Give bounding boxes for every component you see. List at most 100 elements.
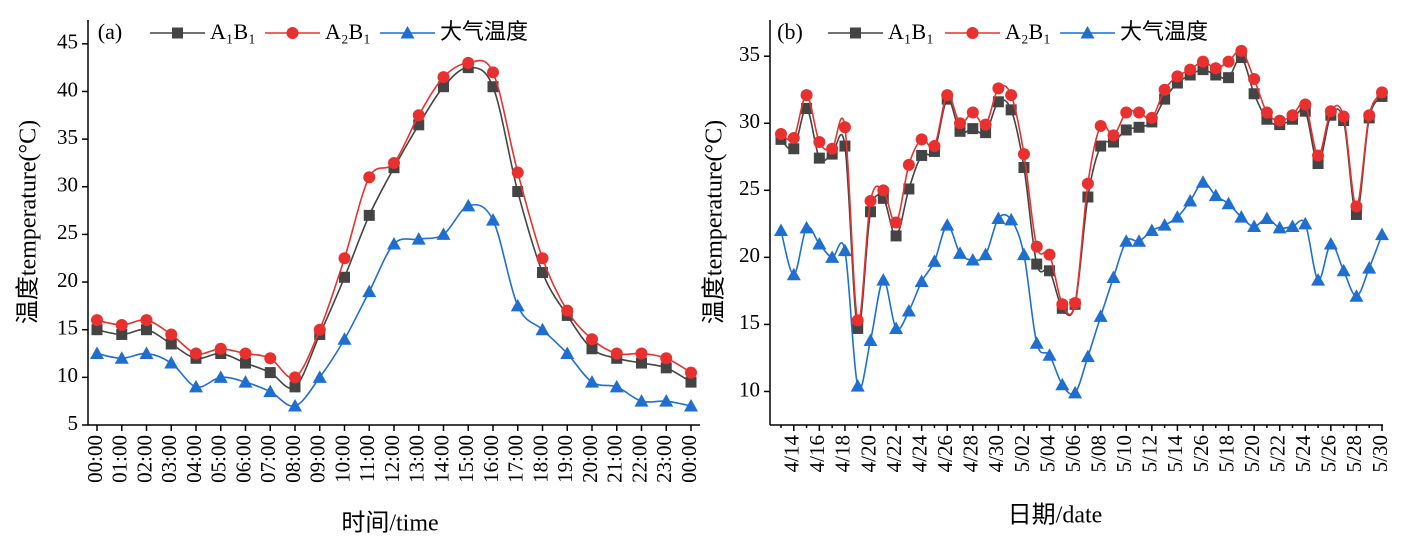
data-point: [1208, 188, 1223, 202]
y-tick-label: 30: [57, 173, 78, 197]
data-point: [1043, 248, 1056, 261]
data-point: [979, 118, 992, 131]
data-point: [1337, 110, 1350, 123]
data-point: [263, 384, 278, 398]
y-tick-label: 20: [739, 243, 760, 267]
data-point: [312, 370, 327, 383]
data-point: [940, 218, 955, 231]
x-tick-label: 05:00: [207, 435, 231, 483]
legend-label: A₂B₁: [1005, 19, 1051, 44]
data-point: [992, 82, 1005, 95]
x-tick-label: 5/26: [1317, 435, 1341, 472]
x-tick-label: 4/18: [831, 435, 855, 472]
data-point: [636, 357, 647, 369]
data-point: [813, 152, 825, 164]
data-point: [1004, 212, 1019, 226]
data-point: [436, 227, 451, 240]
data-point: [889, 321, 904, 334]
data-point: [1311, 273, 1326, 286]
data-point: [1031, 258, 1043, 270]
data-point: [586, 333, 598, 346]
data-point: [800, 89, 813, 102]
x-tick-label: 5/24: [1291, 435, 1315, 473]
data-point: [1195, 175, 1210, 188]
x-tick-label: 12:00: [380, 435, 404, 483]
data-point: [1144, 223, 1159, 237]
data-point: [685, 366, 697, 379]
data-point: [313, 323, 326, 336]
data-point: [1248, 88, 1260, 100]
data-point: [1299, 105, 1311, 117]
y-tick-label: 40: [57, 77, 78, 101]
x-tick-label: 4/26: [933, 435, 957, 472]
data-point: [1132, 234, 1147, 247]
data-point: [1183, 194, 1198, 207]
data-point: [164, 356, 179, 369]
data-point: [1323, 236, 1338, 250]
x-tick-label: 5/20: [1240, 435, 1264, 472]
x-tick-label: 09:00: [306, 435, 330, 483]
x-tick-label: 5/14: [1163, 435, 1187, 473]
x-tick-label: 5/08: [1086, 435, 1110, 472]
data-point: [1157, 218, 1172, 231]
x-tick-label: 4/14: [780, 435, 804, 473]
data-point: [91, 324, 103, 336]
data-point: [609, 379, 624, 393]
x-axis-title: 日期/date: [1008, 503, 1103, 529]
data-point: [659, 394, 674, 407]
data-point: [1029, 336, 1044, 349]
data-point: [1017, 148, 1030, 161]
data-point: [114, 351, 129, 364]
data-point: [91, 314, 103, 327]
data-point: [850, 379, 865, 392]
y-tick-label: 35: [739, 42, 760, 66]
data-point: [839, 140, 851, 152]
data-point: [941, 89, 954, 102]
data-point: [139, 346, 154, 360]
x-tick-label: 5/22: [1266, 435, 1290, 472]
data-point: [903, 183, 915, 195]
x-tick-label: 15:00: [454, 435, 478, 483]
data-point: [214, 342, 227, 355]
data-point: [1349, 289, 1364, 302]
data-point: [1312, 157, 1324, 169]
data-point: [1336, 263, 1351, 277]
y-axis-title: 温度temperature(°C): [701, 120, 728, 324]
data-point: [487, 66, 499, 79]
data-point: [1248, 73, 1261, 86]
y-tick-label: 5: [68, 411, 79, 435]
series-line: [96, 203, 692, 407]
data-point: [289, 371, 301, 384]
legend-label: 大气温度: [440, 19, 528, 44]
data-point: [610, 347, 623, 360]
data-point: [1145, 111, 1158, 124]
x-tick-label: 16:00: [479, 435, 503, 483]
x-tick-label: 04:00: [182, 435, 206, 483]
data-point: [239, 347, 252, 360]
data-point: [914, 274, 929, 288]
data-point: [1158, 83, 1171, 96]
x-tick-label: 4/24: [907, 435, 931, 473]
data-point: [1312, 149, 1325, 162]
data-point: [1376, 86, 1388, 99]
data-point: [992, 96, 1004, 108]
data-point: [684, 398, 698, 412]
x-tick-label: 5/18: [1214, 435, 1238, 472]
x-tick-label: 4/28: [959, 435, 983, 472]
data-point: [338, 252, 351, 265]
data-point: [511, 166, 524, 179]
x-tick-label: 03:00: [157, 435, 181, 483]
legend-label: A₁B₁: [210, 19, 256, 44]
x-tick-label: 4/30: [984, 435, 1008, 472]
data-point: [238, 375, 253, 388]
legend-marker: [400, 26, 415, 39]
data-point: [634, 394, 649, 407]
data-point: [537, 267, 548, 279]
data-point: [1107, 129, 1120, 142]
legend-marker: [286, 27, 299, 39]
data-point: [1184, 63, 1197, 76]
data-point: [1299, 98, 1312, 111]
legend-marker: [850, 27, 861, 39]
data-point: [1082, 191, 1094, 203]
data-point: [363, 209, 375, 221]
